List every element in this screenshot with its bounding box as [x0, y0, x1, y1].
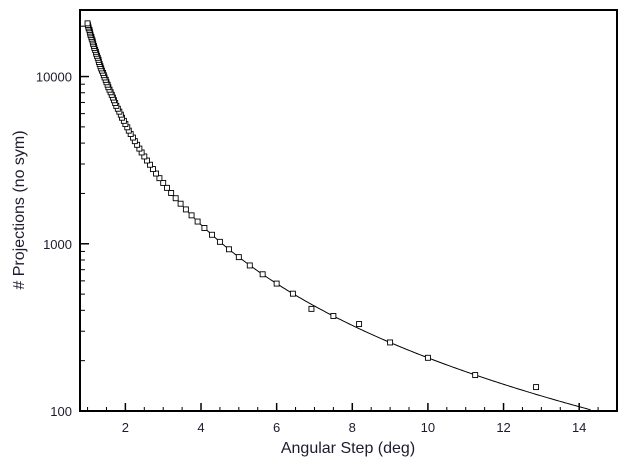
- data-point: [246, 262, 253, 269]
- data-point: [153, 170, 159, 177]
- data-point: [201, 225, 208, 231]
- data-point: [387, 339, 394, 346]
- data-point: [533, 384, 540, 391]
- data-point: [259, 271, 266, 278]
- x-tick-label: 12: [496, 420, 510, 435]
- data-point: [150, 166, 156, 173]
- data-point: [168, 190, 175, 196]
- fit-line: [87, 23, 591, 411]
- x-tick-label: 4: [197, 420, 204, 435]
- data-point: [216, 238, 223, 245]
- data-point: [308, 305, 315, 312]
- x-tick-label: 8: [349, 420, 356, 435]
- data-point: [330, 313, 337, 319]
- data-point: [188, 212, 195, 219]
- x-axis-title: Angular Step (deg): [281, 440, 415, 457]
- data-point: [235, 254, 242, 261]
- data-point: [182, 206, 189, 213]
- data-point: [177, 200, 184, 207]
- data-point: [273, 280, 280, 287]
- data-point: [156, 175, 163, 182]
- data-point: [194, 218, 201, 225]
- plot-frame: [79, 9, 618, 412]
- data-point: [226, 246, 232, 253]
- data-point: [356, 321, 363, 328]
- y-tick-label: 100: [50, 404, 72, 419]
- data-point: [289, 290, 296, 297]
- data-point: [147, 161, 153, 168]
- y-axis-title: # Projections (no sym): [11, 130, 28, 289]
- data-point: [160, 179, 167, 186]
- data-point: [209, 231, 215, 238]
- y-tick-label: 10000: [36, 70, 72, 85]
- x-tick-label: 14: [572, 420, 586, 435]
- data-point: [424, 354, 431, 361]
- x-tick-label: 10: [421, 420, 435, 435]
- data-point: [164, 184, 170, 191]
- x-tick-label: 6: [273, 420, 280, 435]
- data-point: [84, 20, 91, 27]
- data-point: [472, 372, 479, 379]
- y-tick-label: 1000: [43, 237, 72, 252]
- data-point: [172, 195, 179, 202]
- x-tick-label: 2: [122, 420, 129, 435]
